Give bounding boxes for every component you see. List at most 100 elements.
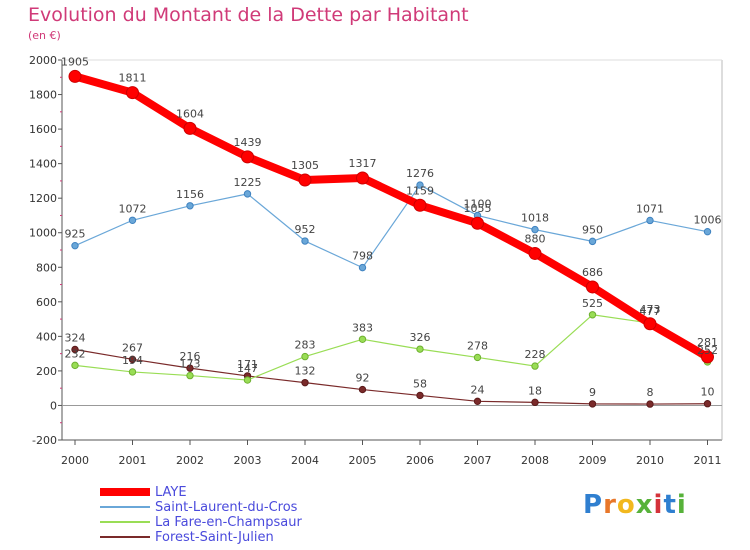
- data-point: [473, 397, 482, 406]
- data-point: [701, 350, 714, 364]
- data-label: 798: [352, 250, 373, 263]
- data-point: [531, 225, 539, 234]
- data-label: 925: [65, 228, 86, 241]
- data-label: 171: [237, 358, 258, 371]
- legend-swatch: [100, 506, 150, 508]
- data-label: 216: [180, 350, 201, 363]
- data-point: [703, 400, 712, 408]
- data-point: [71, 361, 79, 370]
- data-point: [243, 190, 252, 198]
- y-tick-label: -200: [32, 434, 57, 447]
- data-label: 1604: [176, 107, 204, 120]
- y-tick-label: 400: [36, 330, 57, 343]
- data-label: 1905: [61, 55, 89, 68]
- x-tick-label: 2009: [579, 454, 607, 467]
- x-tick-label: 2007: [464, 454, 492, 467]
- y-tick-label: 1600: [29, 123, 57, 136]
- data-label: 1156: [176, 188, 204, 201]
- brand-logo-letter: P: [583, 490, 604, 520]
- data-label: 58: [413, 377, 427, 390]
- y-tick-label: 1000: [29, 227, 57, 240]
- data-point: [473, 353, 482, 362]
- data-point: [358, 263, 367, 272]
- legend-label: La Fare-en-Champsaur: [155, 515, 302, 530]
- data-point: [356, 171, 369, 185]
- brand-logo-letter: i: [676, 490, 687, 520]
- data-label: 1071: [636, 202, 664, 215]
- legend-swatch: [100, 536, 150, 538]
- data-label: 525: [582, 297, 603, 310]
- data-point: [126, 86, 139, 100]
- data-label: 952: [295, 223, 316, 236]
- y-tick-label: 800: [36, 261, 57, 274]
- y-tick-label: 1400: [29, 158, 57, 171]
- data-point: [186, 202, 194, 210]
- brand-logo: Proxiti: [583, 490, 687, 520]
- data-point: [71, 345, 79, 354]
- y-tick-label: 1200: [29, 192, 57, 205]
- x-tick-label: 2004: [291, 454, 319, 467]
- data-label: 1439: [234, 136, 262, 149]
- data-point: [531, 398, 539, 407]
- data-point: [416, 345, 424, 353]
- data-label: 1811: [119, 72, 147, 85]
- data-label: 194: [122, 354, 143, 367]
- data-point: [646, 216, 654, 225]
- series-line-2: [74, 314, 709, 381]
- x-tick-label: 2008: [521, 454, 549, 467]
- data-label: 283: [295, 339, 316, 352]
- data-point: [413, 198, 427, 212]
- y-tick-label: 0: [50, 399, 57, 412]
- data-label: 1072: [119, 202, 147, 215]
- data-label: 24: [471, 383, 485, 396]
- x-tick-label: 2006: [406, 454, 434, 467]
- line-chart: -200 0 200 400 600 800 1000 1200 1400 1600 1800 200…: [29, 54, 723, 467]
- data-label: 278: [467, 339, 488, 352]
- data-label: 686: [582, 266, 603, 279]
- y-tick-label: 1800: [29, 89, 57, 102]
- data-point: [186, 371, 194, 380]
- data-label: 228: [525, 348, 546, 361]
- data-label: 324: [65, 331, 86, 344]
- x-tick-label: 2003: [234, 454, 262, 467]
- data-label: 1225: [234, 176, 262, 189]
- data-point: [186, 364, 194, 372]
- data-label: 1100: [464, 197, 492, 210]
- data-label: 1055: [464, 202, 492, 215]
- data-label: 1317: [349, 157, 377, 170]
- data-point: [241, 150, 254, 164]
- data-label: 1305: [291, 159, 319, 172]
- data-label: 1018: [521, 212, 549, 225]
- data-point: [128, 216, 137, 224]
- data-label: 473: [640, 303, 661, 316]
- data-point: [703, 227, 712, 236]
- data-label: 1159: [406, 184, 434, 197]
- legend-label: Saint-Laurent-du-Cros: [155, 500, 298, 515]
- data-label: 132: [295, 365, 316, 378]
- data-label: 173: [180, 358, 201, 371]
- data-point: [588, 237, 597, 246]
- data-label: 1276: [406, 167, 434, 180]
- data-point: [531, 362, 539, 370]
- data-label: 10: [701, 386, 715, 399]
- legend-swatch: [100, 488, 150, 496]
- legend-label: LAYE: [155, 485, 187, 500]
- data-point: [71, 241, 79, 250]
- data-point: [416, 391, 424, 400]
- series-line-3: [74, 348, 709, 405]
- x-tick-label: 2010: [636, 454, 664, 467]
- data-point: [68, 69, 82, 83]
- x-tick-label: 2002: [176, 454, 204, 467]
- data-label: 267: [122, 341, 143, 354]
- data-label: 147: [237, 362, 258, 375]
- data-point: [471, 216, 484, 230]
- brand-logo-letter: i: [653, 490, 664, 520]
- data-label: 383: [352, 321, 373, 334]
- data-point: [301, 378, 309, 387]
- data-point: [243, 376, 252, 384]
- data-label: 8: [647, 386, 654, 399]
- chart-unit-label: (en €): [28, 29, 61, 42]
- data-label: 252: [697, 344, 718, 357]
- data-point: [358, 385, 367, 394]
- data-point: [298, 173, 312, 187]
